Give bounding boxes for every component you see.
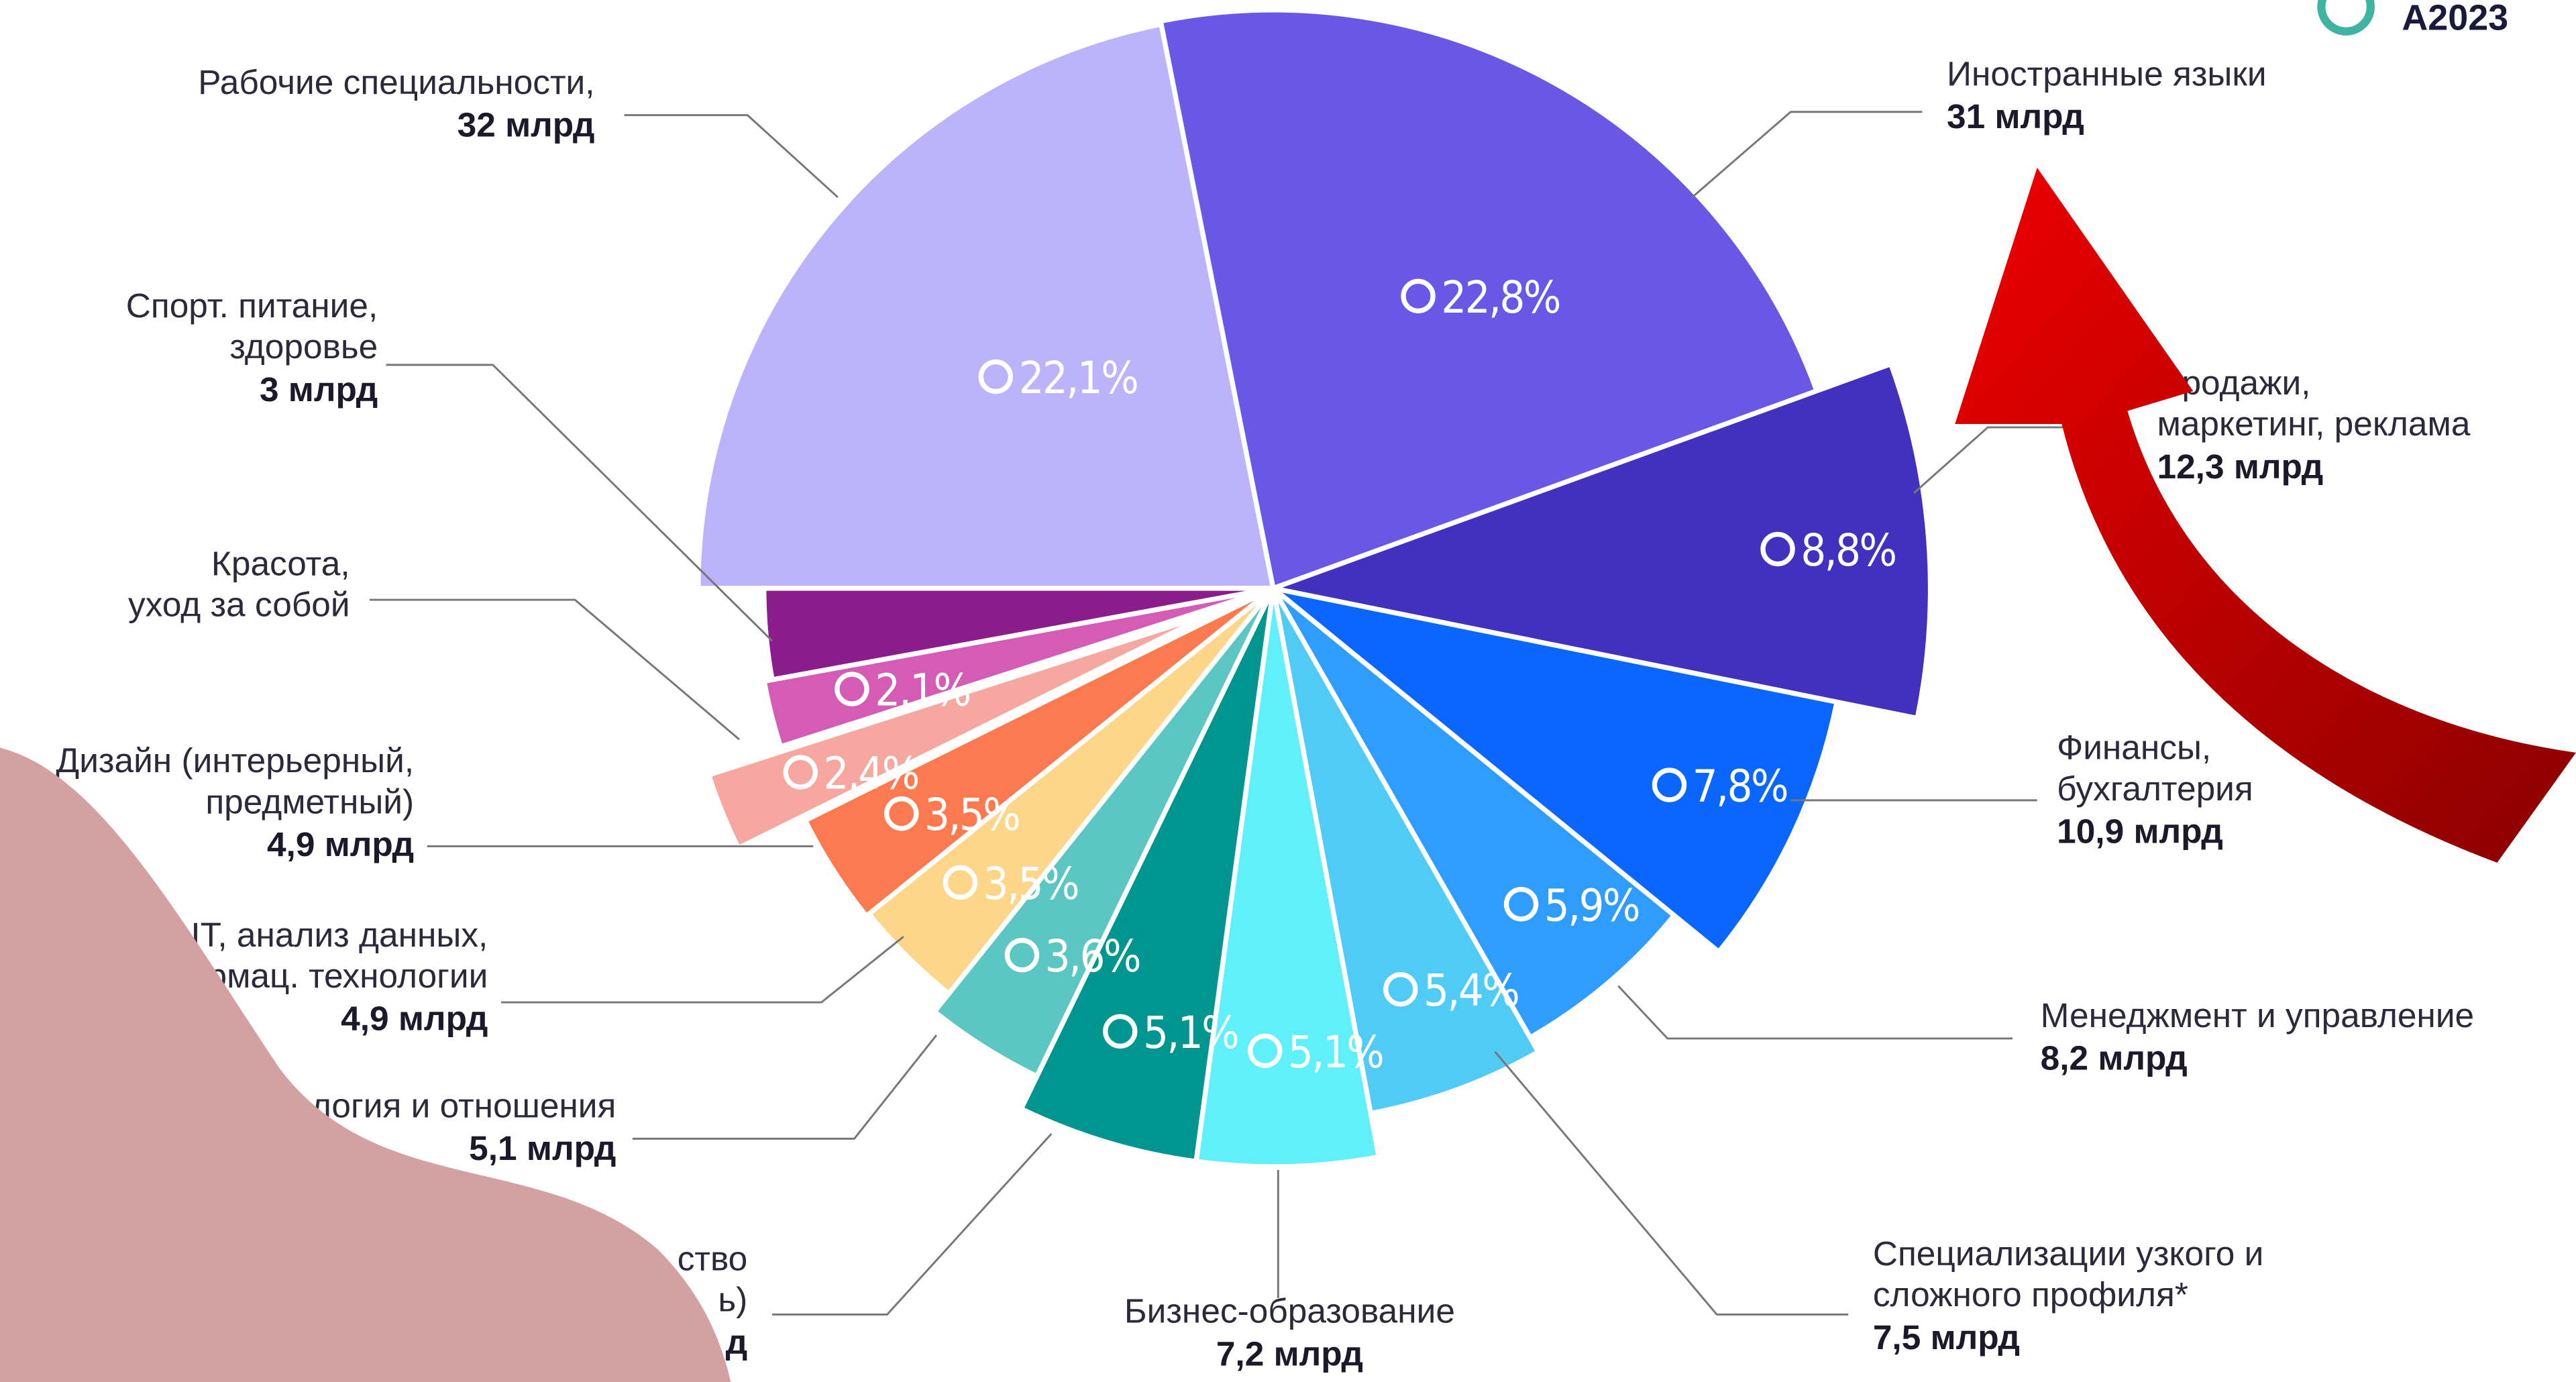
page: 22,1% Рабочие специальности, 32 млрд 22,8% И… [0,0,2576,1382]
leader-line [625,115,838,197]
amount-label: 4,9 млрд [341,999,488,1038]
category-label: Бизнес-образование [1124,1291,1455,1330]
red-arrow [1955,168,2576,863]
category-label: сложного профиля* [1873,1275,2188,1314]
amount-label: д [726,1322,748,1361]
category-label: предметный) [205,782,414,820]
amount-label: 4,9 млрд [267,825,414,863]
pct-label: 3,5% [983,858,1078,910]
category-label: Иностранные языки [1947,54,2267,93]
category-label: IT, анализ данных, [191,915,488,954]
amount-label: 12,3 млрд [2157,447,2324,486]
category-label: Менеджмент и управление [2041,996,2475,1034]
leader-line [1618,986,2012,1039]
category-label: маркетинг, реклама [2157,404,2471,443]
pct-label: 22,8% [1441,272,1560,323]
category-label: Красота, [211,543,350,582]
category-label: Специализации узкого и [1873,1234,2263,1273]
category-label: уход за собой [128,585,350,624]
category-label: Спорт. питание, [126,286,378,325]
logo-text: A2023 [2402,0,2508,38]
leader-line [1495,1052,1849,1315]
pct-label: 2,1% [875,665,969,716]
pct-label: 8,8% [1801,525,1895,576]
amount-label: 7,2 млрд [1216,1334,1363,1373]
amount-label: 8,2 млрд [2041,1038,2188,1077]
category-label: Финансы, [2057,728,2211,767]
pct-label: 3,5% [924,789,1019,841]
category-label: здоровье [229,327,378,366]
pie [698,10,1931,1167]
leader-line [633,1035,936,1138]
category-label: ство [678,1238,748,1277]
chart: 22,1% Рабочие специальности, 32 млрд 22,8% И… [0,0,2576,1382]
pct-label: 2,4% [824,748,918,800]
pct-label: 5,1% [1143,1007,1238,1059]
leader-line [370,600,739,739]
amount-label: 31 млрд [1947,97,2084,136]
amount-label: 10,9 млрд [2057,812,2223,851]
category-label: ь) [718,1279,747,1318]
pct-label: 3,6% [1045,931,1140,982]
category-label: бухгалтерия [2057,769,2253,808]
amount-label: 3 млрд [260,370,378,409]
category-label: Дизайн (интерьерный, [56,741,414,780]
category-label: Рабочие специальности, [198,62,594,101]
amount-label: 5,1 млрд [469,1128,616,1167]
pct-label: 22,1% [1019,352,1138,404]
logo-icon [2321,0,2370,32]
leader-line [1692,112,1922,197]
pct-label: 5,4% [1424,965,1518,1016]
pct-label: 5,1% [1288,1026,1383,1078]
amount-label: 32 млрд [458,105,595,144]
pct-label: 7,8% [1693,761,1787,812]
leader-line [501,937,904,1002]
amount-label: 7,5 млрд [1873,1318,2020,1357]
leader-line [772,1134,1051,1314]
pct-label: 5,9% [1544,880,1639,931]
